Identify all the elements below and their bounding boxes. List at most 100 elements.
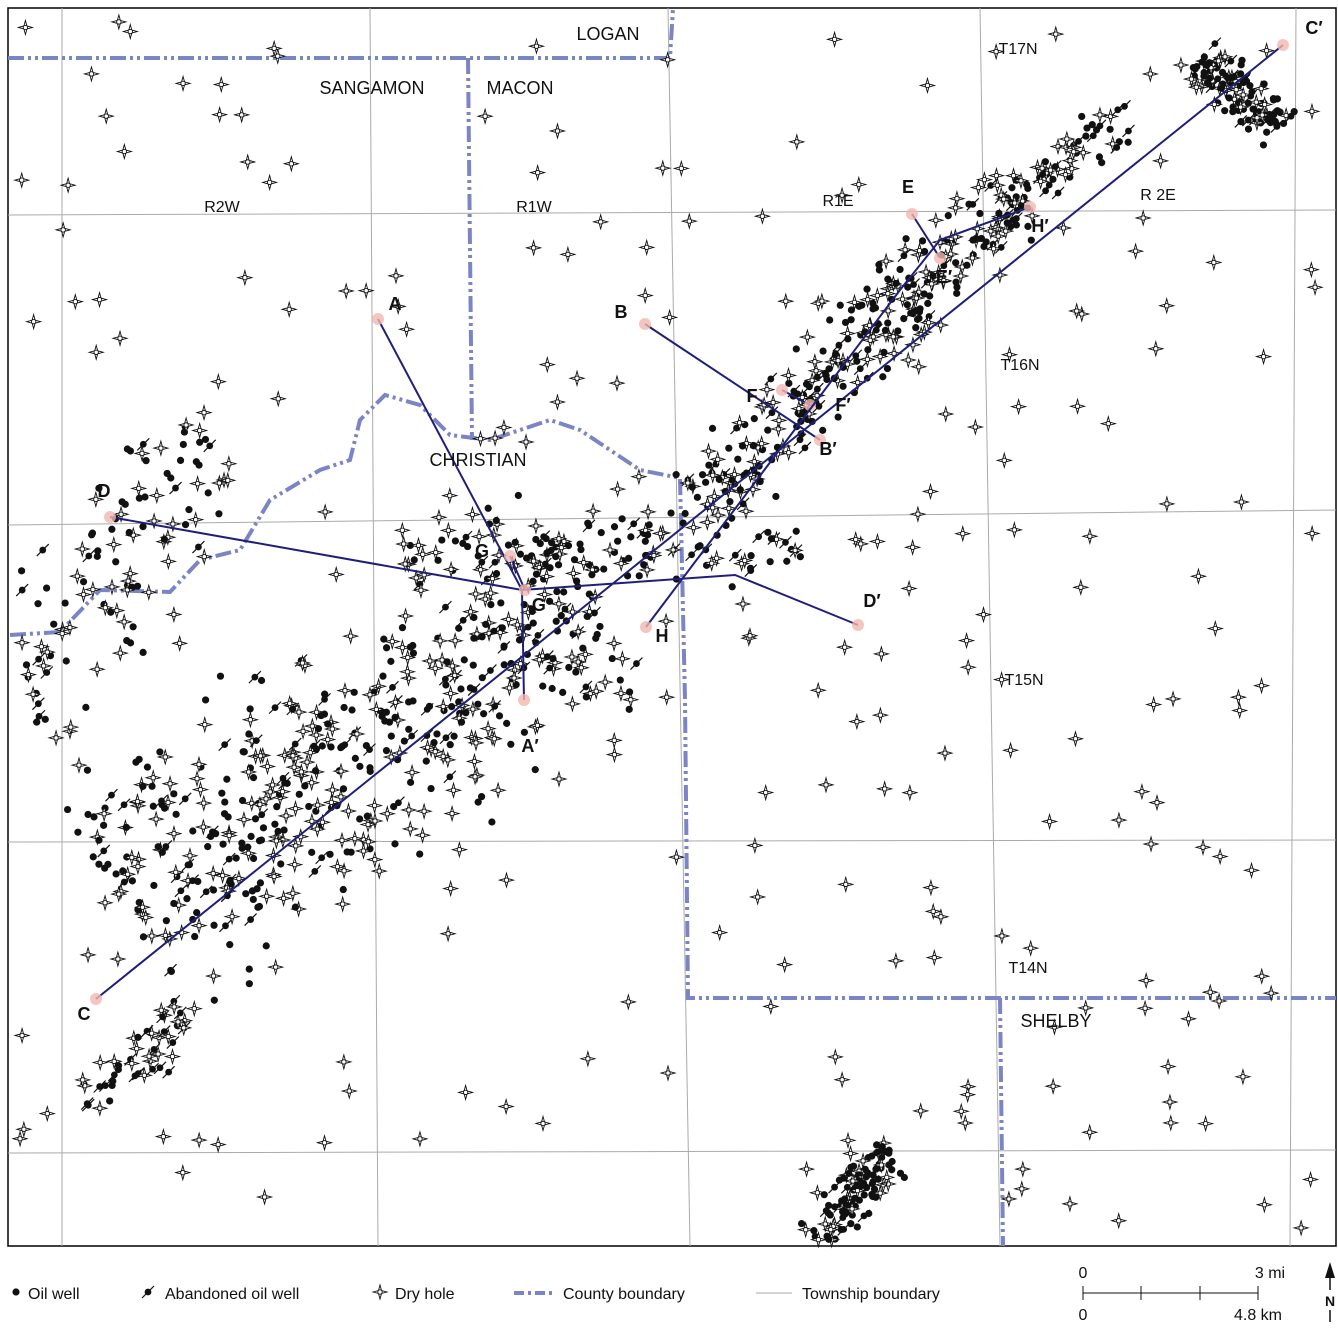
dry-hole-center xyxy=(541,591,548,598)
dry-hole-center xyxy=(121,619,127,625)
dry-hole-center xyxy=(575,659,581,665)
dry-hole-center xyxy=(367,692,373,698)
abandoned-well-slash xyxy=(218,738,232,752)
dry-hole-center xyxy=(271,873,277,880)
dry-hole-center xyxy=(215,1141,221,1148)
dry-hole-center xyxy=(1216,998,1222,1004)
dry-hole-center xyxy=(1020,1166,1026,1172)
dry-hole-center xyxy=(196,922,202,929)
oil-well xyxy=(324,720,332,728)
dry-hole-center xyxy=(574,375,580,381)
dry-hole-center xyxy=(402,613,409,619)
dry-hole-center xyxy=(770,399,776,406)
section-endpoint xyxy=(814,434,826,446)
oil-well xyxy=(219,840,227,848)
cross-section-line xyxy=(644,323,821,441)
abandoned-well-slash xyxy=(80,1097,94,1111)
oil-well xyxy=(892,279,900,288)
dry-hole-center xyxy=(405,654,411,661)
oil-well xyxy=(844,335,852,343)
township-label: T14N xyxy=(1008,960,1047,977)
oil-well xyxy=(488,818,496,826)
oil-well xyxy=(746,564,755,572)
abandoned-well-slash xyxy=(487,624,501,638)
oil-well xyxy=(1248,88,1256,96)
oil-well xyxy=(93,552,101,560)
dry-hole-center xyxy=(877,1190,883,1196)
oil-well xyxy=(864,346,872,354)
oil-well xyxy=(1206,74,1214,82)
section-label: C xyxy=(78,1004,91,1024)
oil-well xyxy=(592,634,600,642)
dry-hole-center xyxy=(68,724,74,730)
dry-hole-center xyxy=(449,663,455,669)
oil-well xyxy=(582,693,590,701)
oil-well xyxy=(400,737,408,745)
oil-well xyxy=(734,455,742,463)
dry-hole-center xyxy=(556,536,562,542)
oil-well xyxy=(88,529,97,537)
dry-hole-center xyxy=(101,811,107,817)
abandoned-well-slash xyxy=(405,729,419,743)
abandoned-well-slash xyxy=(386,680,399,694)
oil-well xyxy=(797,1219,806,1228)
oil-well xyxy=(291,903,300,911)
dry-hole-center xyxy=(828,1227,834,1233)
oil-well xyxy=(963,261,971,269)
dry-hole-center xyxy=(283,813,289,819)
oil-well xyxy=(193,908,201,917)
dry-hole-center xyxy=(150,775,156,781)
dry-hole-center xyxy=(993,48,999,55)
dry-hole-center xyxy=(1051,1024,1058,1030)
oil-well xyxy=(160,535,169,543)
dry-hole-center xyxy=(360,848,367,854)
oil-well xyxy=(500,661,508,669)
abandoned-well-slash xyxy=(736,497,750,511)
oil-well xyxy=(347,848,355,856)
dry-hole-center xyxy=(263,796,269,802)
abandoned-well-slash xyxy=(117,875,131,889)
dry-hole-center xyxy=(146,589,152,595)
dry-hole-center xyxy=(884,1174,890,1181)
dry-hole-center xyxy=(194,480,201,487)
dry-hole-center xyxy=(1078,584,1084,590)
dry-hole-center xyxy=(1178,62,1184,68)
oil-well xyxy=(847,306,855,314)
oil-well xyxy=(385,718,394,726)
oil-well xyxy=(896,265,904,274)
dry-hole-center xyxy=(759,213,766,219)
abandoned-well-slash xyxy=(420,729,434,743)
dry-hole-center xyxy=(709,560,715,566)
oil-well xyxy=(351,754,359,762)
legend-label: County boundary xyxy=(563,1286,685,1303)
oil-well xyxy=(42,584,51,592)
township-line xyxy=(7,1149,1337,1154)
abandoned-well-slash xyxy=(443,770,457,784)
dry-hole-center xyxy=(1188,76,1195,82)
dry-hole-center xyxy=(1074,308,1080,314)
dry-hole-center xyxy=(242,274,248,281)
dry-hole-center xyxy=(607,547,613,553)
dry-hole-center xyxy=(296,709,302,715)
dry-hole-center xyxy=(575,629,581,635)
dry-hole-center xyxy=(1015,403,1022,410)
dry-hole-center xyxy=(165,799,171,806)
dry-hole-center xyxy=(329,726,335,732)
dry-hole-center xyxy=(363,288,369,294)
oil-well xyxy=(1098,159,1106,167)
oil-well xyxy=(245,965,253,973)
dry-hole-center xyxy=(792,547,798,553)
oil-well xyxy=(139,523,147,531)
oil-well xyxy=(106,1097,114,1105)
dry-hole-center xyxy=(651,552,657,559)
abandoned-well-slash xyxy=(531,628,545,642)
county-boundary xyxy=(9,392,1336,1000)
dry-hole-center xyxy=(440,703,446,710)
oil-well xyxy=(406,778,415,786)
abandoned-well-slash xyxy=(255,808,269,822)
dry-hole-center xyxy=(556,776,562,782)
abandoned-well-slash xyxy=(1284,109,1298,123)
dry-hole-center xyxy=(981,177,988,183)
dry-hole-center xyxy=(686,218,692,224)
dry-hole-center xyxy=(890,334,896,340)
